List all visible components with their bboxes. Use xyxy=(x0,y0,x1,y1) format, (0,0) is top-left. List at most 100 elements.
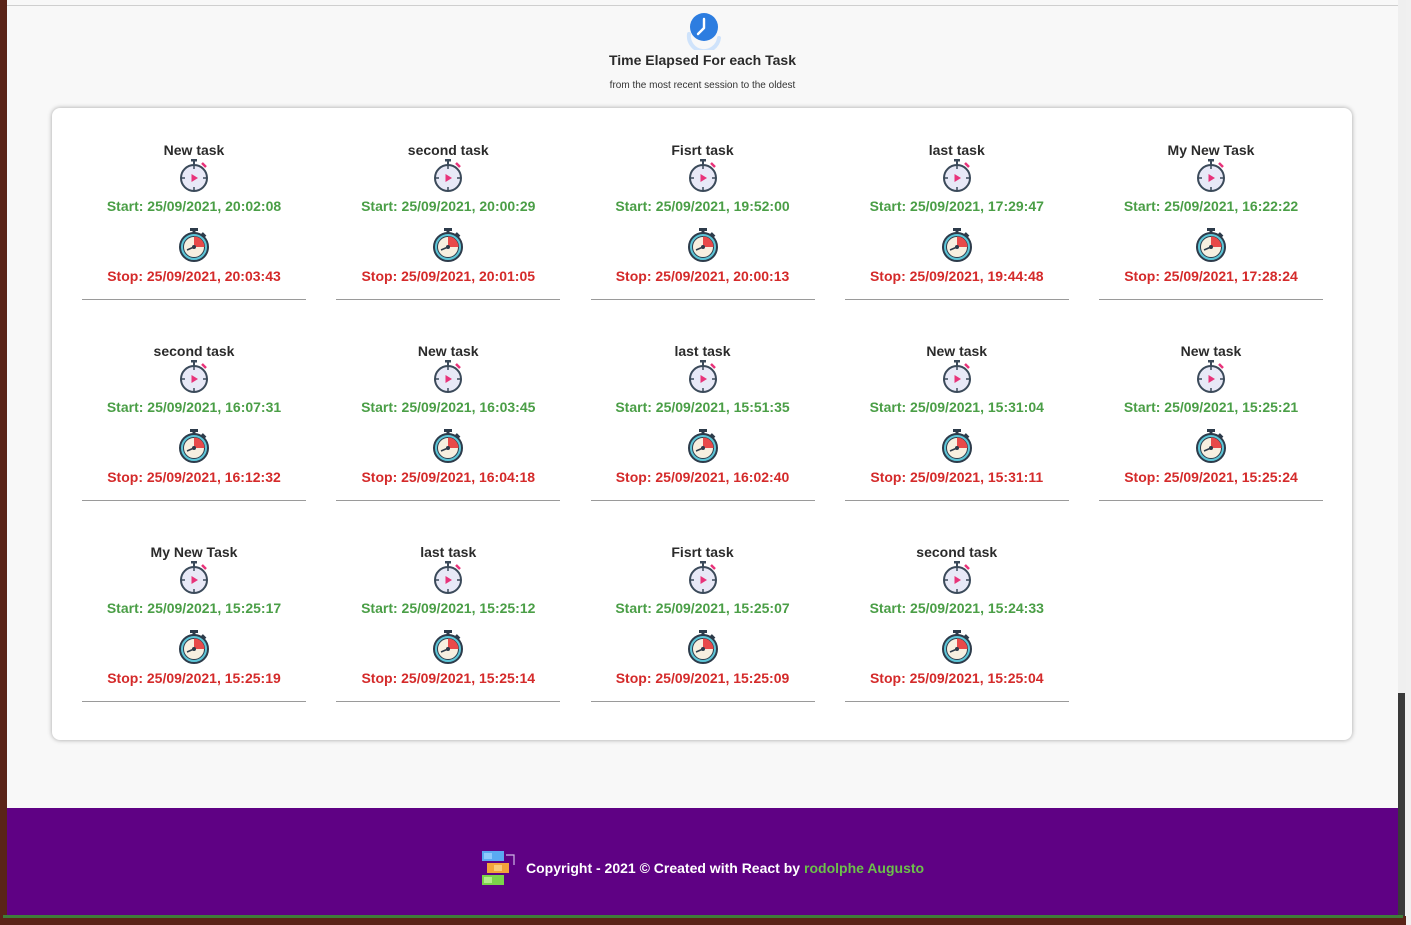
task-name: New task xyxy=(1180,343,1242,359)
task-start-time: Start: 25/09/2021, 15:51:35 xyxy=(615,399,790,415)
window-edge xyxy=(1406,0,1411,925)
task-stop-time: Stop: 25/09/2021, 20:00:13 xyxy=(615,268,790,284)
task-name: last task xyxy=(928,142,985,158)
page-title: Time Elapsed For each Task xyxy=(608,52,796,68)
task-session-item: New task Start: 25/09/2021, 15:25:21 Sto… xyxy=(1099,339,1323,540)
footer-copyright: Copyright - 2021 © Created with React by xyxy=(526,860,801,876)
task-session-item: My New Task Start: 25/09/2021, 15:25:17 … xyxy=(82,540,306,741)
divider xyxy=(1099,500,1323,501)
task-stop-time: Stop: 25/09/2021, 15:31:11 xyxy=(870,469,1044,485)
clock-arrow-icon xyxy=(686,13,721,50)
tasks-grid: New task Start: 25/09/2021, 20:02:08 Sto… xyxy=(82,138,1323,741)
divider xyxy=(844,701,1069,702)
footer: Copyright - 2021 © Created with React by… xyxy=(7,808,1398,916)
page-subtitle: from the most recent session to the olde… xyxy=(609,80,796,91)
stopwatch-stop-icon xyxy=(687,228,719,262)
stopwatch-stop-icon xyxy=(432,429,464,463)
stopwatch-stop-icon xyxy=(178,228,210,262)
task-name: second task xyxy=(153,343,235,359)
task-start-time: Start: 25/09/2021, 17:29:47 xyxy=(869,198,1044,214)
stopwatch-play-icon xyxy=(941,159,973,193)
stopwatch-stop-icon xyxy=(178,429,210,463)
task-session-item: last task Start: 25/09/2021, 17:29:47 St… xyxy=(844,138,1069,339)
task-start-time: Start: 25/09/2021, 19:52:00 xyxy=(615,198,790,214)
stopwatch-play-icon xyxy=(941,360,973,394)
task-stop-time: Stop: 25/09/2021, 15:25:19 xyxy=(107,670,281,686)
task-stop-time: Stop: 25/09/2021, 16:02:40 xyxy=(615,469,790,485)
task-name: My New Task xyxy=(150,544,238,560)
stopwatch-stop-icon xyxy=(687,630,719,664)
divider xyxy=(844,299,1069,300)
footer-author-link[interactable]: rodolphe Augusto xyxy=(804,860,925,876)
stopwatch-play-icon xyxy=(432,360,464,394)
task-name: second task xyxy=(916,544,998,560)
stopwatch-stop-icon xyxy=(432,630,464,664)
scrollbar-track[interactable] xyxy=(1398,0,1406,916)
task-start-time: Start: 25/09/2021, 20:00:29 xyxy=(361,198,536,214)
task-stop-time: Stop: 25/09/2021, 19:44:48 xyxy=(869,268,1044,284)
task-name: New task xyxy=(926,343,988,359)
divider xyxy=(336,299,561,300)
stopwatch-play-icon xyxy=(1195,360,1227,394)
divider xyxy=(336,701,561,702)
stopwatch-play-icon xyxy=(432,561,464,595)
stopwatch-stop-icon xyxy=(432,228,464,262)
footer-content: Copyright - 2021 © Created with React by… xyxy=(482,851,924,885)
stopwatch-stop-icon xyxy=(941,228,973,262)
top-bar xyxy=(7,0,1398,6)
divider xyxy=(336,500,561,501)
stopwatch-stop-icon xyxy=(1195,228,1227,262)
task-start-time: Start: 25/09/2021, 15:25:07 xyxy=(615,600,790,616)
task-session-item: second task Start: 25/09/2021, 16:07:31 … xyxy=(82,339,306,540)
stopwatch-play-icon xyxy=(687,561,719,595)
stopwatch-play-icon xyxy=(432,159,464,193)
stopwatch-play-icon xyxy=(941,561,973,595)
task-start-time: Start: 25/09/2021, 15:25:21 xyxy=(1123,399,1299,415)
task-stop-time: Stop: 25/09/2021, 15:25:24 xyxy=(1124,469,1298,485)
task-start-time: Start: 25/09/2021, 16:07:31 xyxy=(106,399,282,415)
stopwatch-play-icon xyxy=(687,159,719,193)
task-start-time: Start: 25/09/2021, 15:25:12 xyxy=(361,600,536,616)
task-start-time: Start: 25/09/2021, 15:25:17 xyxy=(106,600,282,616)
task-session-item: My New Task Start: 25/09/2021, 16:22:22 … xyxy=(1099,138,1323,339)
task-start-time: Start: 25/09/2021, 15:31:04 xyxy=(869,399,1044,415)
stopwatch-stop-icon xyxy=(1195,429,1227,463)
task-session-item: Fisrt task Start: 25/09/2021, 19:52:00 S… xyxy=(590,138,815,339)
divider xyxy=(590,701,815,702)
app-logo-icon xyxy=(482,851,515,885)
task-start-time: Start: 25/09/2021, 15:24:33 xyxy=(869,600,1044,616)
divider xyxy=(82,299,306,300)
divider xyxy=(844,500,1069,501)
stopwatch-play-icon xyxy=(178,159,210,193)
task-name: New task xyxy=(163,142,225,158)
stopwatch-stop-icon xyxy=(941,630,973,664)
task-session-item: New task Start: 25/09/2021, 16:03:45 Sto… xyxy=(336,339,561,540)
scrollbar-thumb[interactable] xyxy=(1398,693,1405,916)
task-name: Fisrt task xyxy=(671,142,734,158)
task-session-item: New task Start: 25/09/2021, 20:02:08 Sto… xyxy=(82,138,306,339)
stopwatch-stop-icon xyxy=(687,429,719,463)
divider xyxy=(82,500,306,501)
task-name: last task xyxy=(674,343,731,359)
task-session-item: Fisrt task Start: 25/09/2021, 15:25:07 S… xyxy=(590,540,815,741)
task-name: last task xyxy=(420,544,477,560)
task-stop-time: Stop: 25/09/2021, 16:04:18 xyxy=(361,469,536,485)
task-stop-time: Stop: 25/09/2021, 15:25:09 xyxy=(615,670,790,686)
task-stop-time: Stop: 25/09/2021, 20:03:43 xyxy=(107,268,281,284)
task-start-time: Start: 25/09/2021, 16:03:45 xyxy=(361,399,536,415)
task-stop-time: Stop: 25/09/2021, 20:01:05 xyxy=(361,268,536,284)
stopwatch-stop-icon xyxy=(178,630,210,664)
task-stop-time: Stop: 25/09/2021, 17:28:24 xyxy=(1124,268,1298,284)
task-session-item: last task Start: 25/09/2021, 15:51:35 St… xyxy=(590,339,815,540)
divider xyxy=(82,701,306,702)
task-session-item: New task Start: 25/09/2021, 15:31:04 Sto… xyxy=(844,339,1069,540)
task-session-item: second task Start: 25/09/2021, 20:00:29 … xyxy=(336,138,561,339)
task-start-time: Start: 25/09/2021, 20:02:08 xyxy=(106,198,282,214)
stopwatch-stop-icon xyxy=(941,429,973,463)
task-session-item: last task Start: 25/09/2021, 15:25:12 St… xyxy=(336,540,561,741)
task-stop-time: Stop: 25/09/2021, 15:25:14 xyxy=(361,670,536,686)
task-name: My New Task xyxy=(1167,142,1255,158)
task-start-time: Start: 25/09/2021, 16:22:22 xyxy=(1123,198,1299,214)
divider xyxy=(1099,299,1323,300)
divider xyxy=(590,500,815,501)
